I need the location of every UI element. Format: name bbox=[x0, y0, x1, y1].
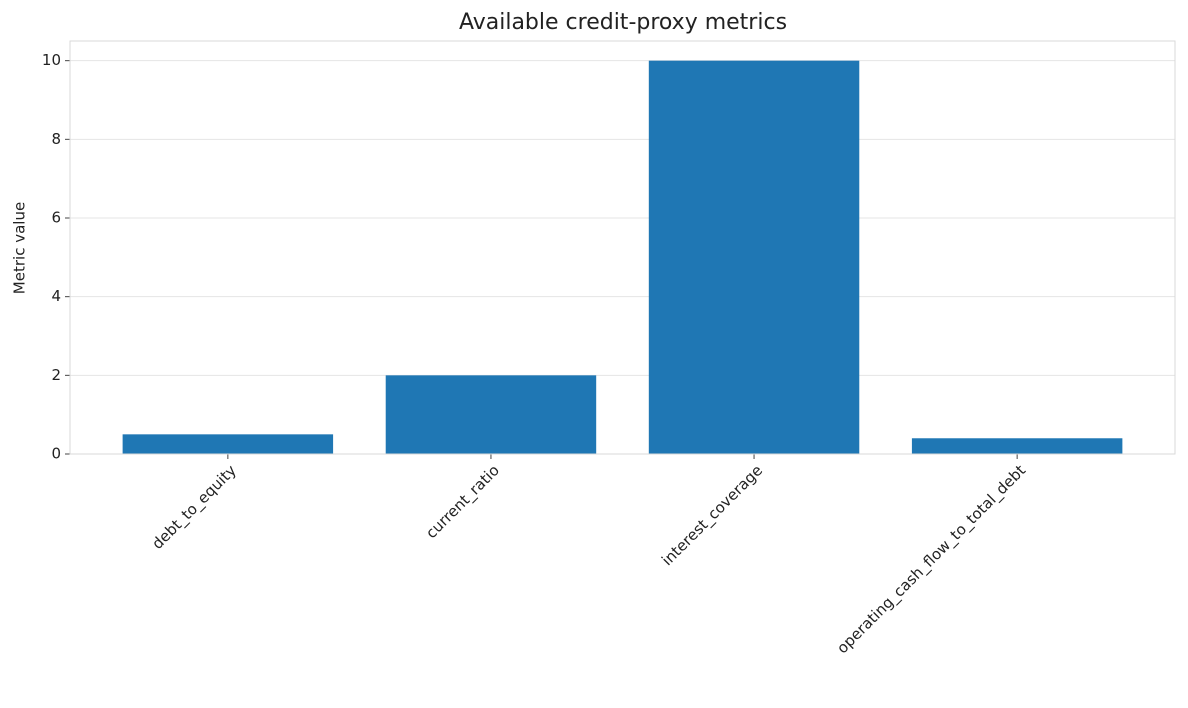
bar bbox=[385, 375, 597, 454]
y-tick-label: 10 bbox=[42, 51, 61, 69]
y-tick-label: 4 bbox=[51, 287, 61, 305]
y-tick-label: 0 bbox=[51, 445, 61, 463]
y-tick-label: 2 bbox=[51, 366, 61, 384]
bar bbox=[911, 438, 1123, 454]
y-axis-label: Metric value bbox=[11, 202, 29, 294]
chart-title: Available credit-proxy metrics bbox=[459, 10, 787, 35]
y-tick-label: 8 bbox=[51, 130, 61, 148]
x-tick-label: current_ratio bbox=[422, 461, 503, 542]
x-tick-label: interest_coverage bbox=[658, 461, 767, 570]
x-tick-label: debt_to_equity bbox=[148, 461, 240, 553]
x-tick-label: operating_cash_flow_to_total_debt bbox=[833, 461, 1030, 658]
plot-frame bbox=[69, 40, 1176, 455]
bar bbox=[122, 434, 334, 454]
y-tick-label: 6 bbox=[51, 209, 61, 227]
bar bbox=[648, 60, 860, 455]
